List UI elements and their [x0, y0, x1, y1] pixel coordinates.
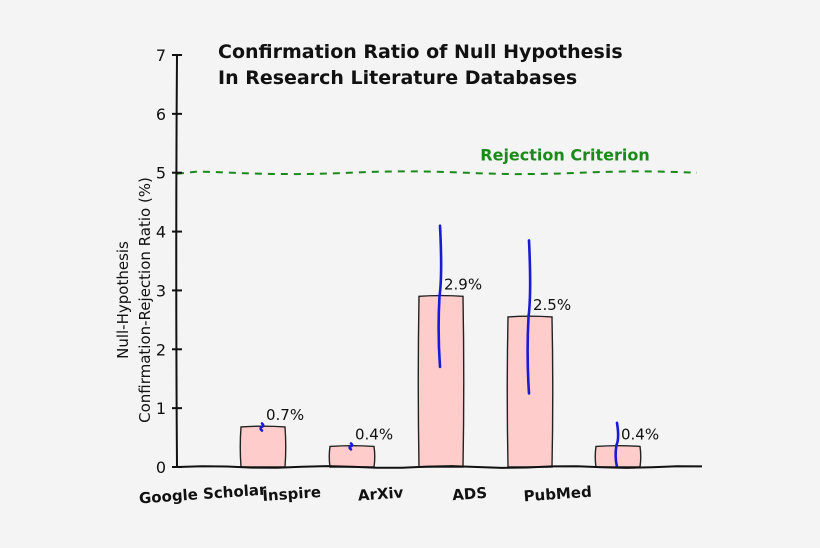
category-label-0: Google Scholar — [138, 481, 267, 508]
y-tick-label-1: 1 — [156, 399, 166, 418]
value-label-2: 2.9% — [444, 275, 482, 293]
y-tick-label-2: 2 — [156, 340, 166, 359]
y-tick-label-3: 3 — [156, 281, 166, 300]
error-bar-0 — [259, 422, 265, 432]
y-tick-label-4: 4 — [156, 223, 166, 242]
y-tick-label-5: 5 — [156, 164, 166, 183]
value-label-3: 2.5% — [533, 296, 571, 314]
bar-0 — [239, 425, 287, 468]
y-axis-line — [175, 54, 178, 468]
chart-subtitle: In Research Literature Databases — [218, 67, 577, 89]
plot-area: Rejection Criterion 0.7% Google Scholar 0.4… — [138, 46, 703, 508]
category-label-2: ArXiv — [357, 483, 404, 504]
reference-line — [176, 170, 698, 176]
value-label-4: 0.4% — [621, 425, 659, 443]
category-label-3: ADS — [452, 484, 488, 504]
y-axis-label-line2: Confirmation-Rejection Ratio (%) — [136, 177, 154, 423]
value-label-0: 0.7% — [266, 406, 304, 424]
error-bar-1 — [348, 442, 354, 451]
y-axis-label-line1: Null-Hypothesis — [114, 241, 132, 359]
chart-title: Confirmation Ratio of Null Hypothesis — [218, 41, 623, 63]
error-bar-3 — [526, 239, 532, 395]
y-tick-label-0: 0 — [156, 458, 166, 477]
error-bar-4 — [614, 421, 620, 469]
bar-4 — [594, 444, 642, 468]
reference-line-label: Rejection Criterion — [480, 146, 649, 165]
y-tick-label-6: 6 — [156, 105, 166, 124]
category-label-4: PubMed — [523, 483, 592, 506]
value-label-1: 0.4% — [355, 425, 393, 443]
x-axis-line — [176, 465, 703, 469]
bar-1 — [328, 444, 376, 468]
error-bar-2 — [437, 224, 443, 369]
bar-2 — [417, 294, 465, 468]
y-tick-label-7: 7 — [156, 46, 166, 65]
category-label-1: Inspire — [262, 483, 322, 505]
